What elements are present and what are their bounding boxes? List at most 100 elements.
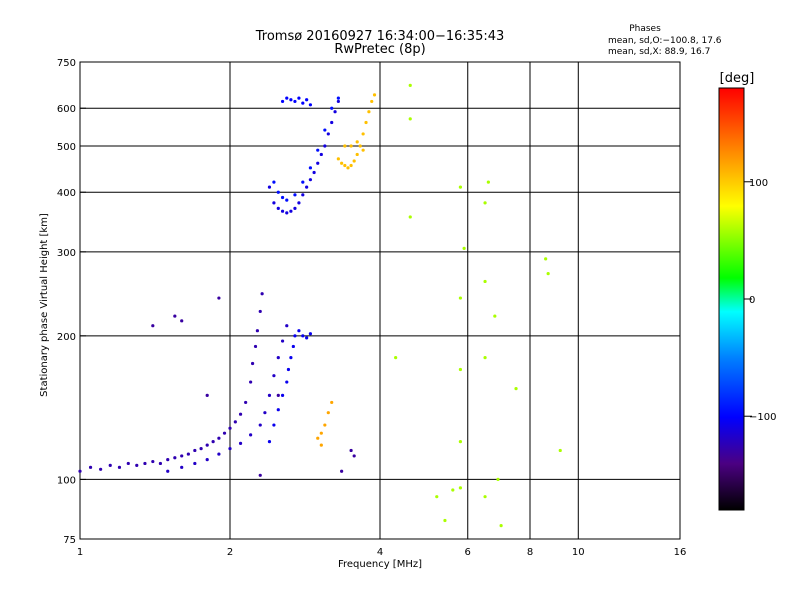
data-point (301, 101, 305, 105)
data-point (458, 185, 463, 189)
phases-line-x: mean, sd,X: 88.9, 16.7 (608, 47, 710, 57)
data-point (272, 374, 276, 378)
data-point (285, 380, 289, 384)
data-point (301, 334, 305, 338)
data-point (267, 440, 272, 444)
data-point (435, 495, 439, 499)
data-point (305, 336, 309, 340)
data-point (272, 423, 276, 427)
data-point (458, 367, 463, 372)
data-point (272, 180, 276, 184)
data-point (205, 443, 209, 447)
colorbar-label: [deg] (720, 71, 755, 86)
data-point (88, 465, 93, 469)
data-point (135, 463, 139, 467)
data-point (330, 106, 334, 110)
data-point (316, 161, 320, 165)
data-point (336, 96, 340, 100)
data-point (316, 436, 320, 440)
data-point (346, 166, 350, 170)
data-point (333, 110, 337, 114)
data-point (394, 356, 398, 360)
data-point (408, 117, 412, 121)
x-tick-label: 1 (77, 547, 83, 558)
data-point (312, 170, 316, 175)
data-point (293, 99, 297, 104)
data-point (319, 443, 323, 447)
data-point (336, 157, 340, 161)
data-point (151, 459, 155, 464)
data-point (205, 458, 209, 462)
data-point (78, 469, 82, 473)
data-point (222, 431, 227, 435)
data-point (166, 458, 170, 462)
data-point (340, 469, 344, 473)
data-point (349, 163, 353, 168)
data-point (458, 440, 463, 444)
data-point (343, 144, 347, 148)
data-point (228, 447, 232, 451)
y-tick-label: 100 (57, 475, 76, 486)
x-tick-label: 2 (227, 547, 233, 558)
data-point (297, 329, 301, 333)
data-point (367, 110, 371, 114)
data-point (249, 380, 253, 384)
data-point (343, 163, 347, 168)
data-point (340, 161, 344, 165)
data-point (280, 209, 285, 213)
data-point (272, 201, 276, 205)
data-point (316, 148, 320, 152)
data-point (151, 324, 155, 328)
data-point (286, 367, 291, 372)
data-point (280, 195, 285, 200)
data-point (158, 461, 163, 466)
data-point (408, 215, 412, 219)
data-point (352, 159, 356, 163)
y-axis-label: Stationary phase Virtual Height [km] (39, 213, 50, 397)
colorbar (718, 87, 745, 511)
y-tick-label: 75 (63, 535, 76, 546)
data-point (326, 411, 330, 415)
y-tick-label: 500 (57, 142, 76, 153)
data-point (355, 152, 359, 157)
data-point (285, 198, 289, 202)
data-point (293, 206, 297, 210)
data-point (99, 467, 103, 471)
data-point (117, 465, 122, 469)
data-point (276, 206, 280, 210)
grid (80, 62, 680, 539)
data-point (293, 334, 297, 338)
data-point (319, 152, 323, 157)
data-point (323, 423, 327, 427)
data-point (483, 356, 487, 360)
data-point (514, 387, 518, 391)
data-point (238, 441, 243, 445)
data-point (244, 400, 248, 405)
data-point (483, 495, 487, 499)
data-point (349, 448, 353, 453)
data-point (458, 486, 463, 490)
colorbar-tick-label: 0 (749, 295, 755, 306)
data-point (319, 431, 323, 435)
data-point (496, 477, 500, 482)
data-point (352, 454, 356, 458)
data-point (308, 178, 313, 182)
data-point (193, 448, 197, 453)
data-point (253, 344, 258, 349)
data-point (173, 314, 177, 318)
data-point (330, 120, 334, 125)
data-point (267, 393, 272, 398)
data-point (143, 461, 147, 466)
data-point (326, 132, 330, 136)
data-point (483, 201, 487, 205)
phases-line-o: mean, sd,O:−100.8, 17.6 (608, 36, 722, 46)
data-point (238, 412, 243, 416)
data-point (280, 99, 285, 104)
x-tick-label: 4 (377, 547, 383, 558)
data-point (493, 314, 497, 318)
data-point (276, 356, 280, 360)
data-point (558, 448, 562, 453)
data-point (297, 201, 301, 205)
data-point (323, 128, 327, 132)
